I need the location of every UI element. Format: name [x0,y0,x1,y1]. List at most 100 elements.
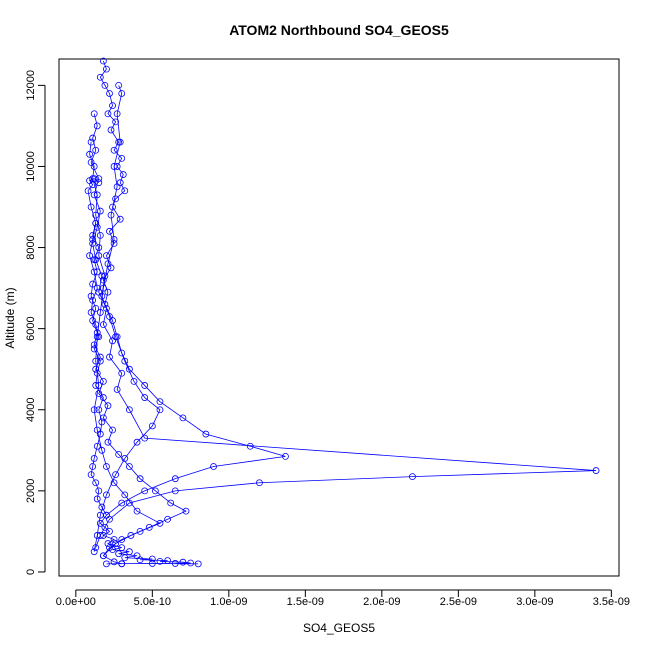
data-point [93,426,101,434]
data-point [156,519,164,527]
data-point [125,463,133,470]
data-point [96,73,104,81]
data-point [104,402,112,410]
series-line [90,113,597,548]
series-6 [87,219,190,560]
data-point [156,406,164,414]
data-point [179,558,187,566]
data-point [103,491,110,499]
data-layer [84,57,600,568]
data-point [121,187,129,195]
data-point [187,559,194,567]
x-tick-label: 1.5e-09 [287,596,324,608]
data-point [93,442,101,450]
data-point [92,365,100,373]
data-point [104,540,112,547]
data-point [95,390,103,397]
data-point [141,394,149,401]
data-point [95,406,103,414]
data-point [89,134,97,142]
data-point [115,450,123,458]
data-point [171,487,179,495]
data-point [104,110,112,118]
data-point [107,211,115,219]
data-point [133,507,141,515]
data-point [99,284,107,292]
data-point [89,317,97,324]
y-tick-label: 0 [25,569,37,575]
data-point [112,540,120,547]
data-point [103,463,110,470]
data-point [118,560,126,568]
data-point [99,394,107,401]
data-point [95,487,103,495]
data-point [87,203,95,211]
data-point [90,345,98,353]
data-point [90,163,98,170]
data-point [125,365,133,373]
data-point [156,558,164,565]
data-point [118,349,126,357]
data-point [89,240,97,247]
data-point [121,357,129,365]
data-point [104,438,112,446]
data-point [90,110,98,118]
data-point [92,219,100,227]
data-point [106,515,113,523]
data-point [99,377,107,385]
data-point [179,414,187,422]
data-point [107,126,115,134]
data-point [103,65,110,73]
x-tick-label: 3.0e-09 [516,596,553,608]
data-point [112,195,120,203]
x-tick-label: 3.5e-09 [593,596,630,608]
data-point [99,57,107,65]
data-point [112,333,120,341]
data-point [99,552,107,560]
data-point [93,268,101,276]
data-point [106,544,113,552]
data-point [113,183,121,191]
data-point [87,471,95,479]
data-point [116,215,124,223]
data-point [171,475,179,483]
data-point [87,309,95,316]
data-point [110,146,118,154]
series-line [99,60,286,516]
data-point [86,150,93,158]
x-tick-label: 1.0e-09 [210,596,247,608]
data-point [156,398,164,406]
data-point [103,252,110,260]
data-point [118,499,126,507]
y-tick-label: 4000 [25,398,37,422]
data-point [112,118,120,126]
data-point [148,560,156,567]
data-point [89,463,97,470]
data-point [106,227,113,235]
data-point [118,90,126,97]
data-point [109,102,116,110]
data-point [115,81,123,89]
data-point [118,369,126,377]
data-point [115,550,123,558]
data-point [148,555,156,563]
data-point [112,471,120,479]
x-tick-label: 2.0e-09 [363,596,400,608]
data-point [109,426,116,434]
plot-frame [58,58,620,577]
y-tick-label: 6000 [25,316,37,340]
data-point [145,523,153,531]
y-axis: 0 2000 4000 6000 8000 10000 12000 [25,70,46,575]
data-point [87,138,95,146]
data-point [141,434,149,442]
x-tick-label: 2.5e-09 [440,596,477,608]
data-point [101,523,109,531]
data-point [90,548,98,556]
data-point [113,386,121,393]
data-point [92,479,100,487]
data-point [99,414,107,422]
data-point [95,244,103,251]
data-point [125,548,133,556]
data-point [110,558,118,566]
